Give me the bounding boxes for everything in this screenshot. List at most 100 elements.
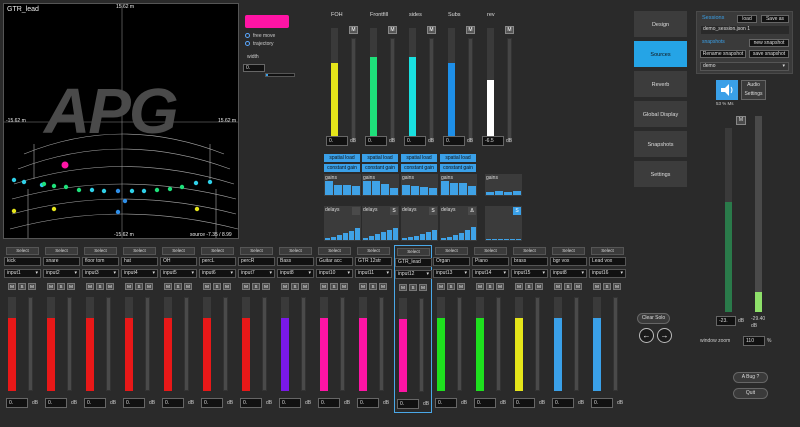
mute-button-2[interactable]: M	[301, 283, 309, 290]
solo-button[interactable]: S	[213, 283, 221, 290]
input-select[interactable]: input7 ▾	[238, 269, 275, 278]
channel-name[interactable]: Piano	[472, 257, 509, 266]
solo-button[interactable]: S	[57, 283, 65, 290]
mute-button-2[interactable]: M	[535, 283, 543, 290]
mute-button[interactable]: M	[399, 284, 407, 291]
select-button[interactable]: Select	[240, 247, 273, 255]
channel-name[interactable]: GTR_lead	[395, 258, 432, 267]
nav-sources[interactable]: Sources	[633, 40, 688, 68]
select-button[interactable]: Select	[6, 247, 39, 255]
mute-button[interactable]: M	[320, 283, 328, 290]
gains-panel[interactable]: gains	[440, 174, 477, 196]
select-button[interactable]: Select	[45, 247, 78, 255]
nav-settings[interactable]: Settings	[633, 160, 688, 188]
delays-panel[interactable]: delays S	[362, 206, 399, 241]
rename-snapshot-button[interactable]: Rename snapshot	[700, 50, 746, 58]
channel-level-input[interactable]: 0.	[552, 398, 574, 408]
master-mute-button[interactable]: M	[736, 116, 746, 125]
delay-mode-icon[interactable]: S	[390, 207, 398, 215]
delays-panel[interactable]: delays	[324, 206, 361, 241]
solo-button[interactable]: S	[525, 283, 533, 290]
constant-gain-toggle[interactable]: constant gain	[324, 164, 360, 172]
channel-fader[interactable]	[399, 298, 407, 392]
channel-level-input[interactable]: 0.	[279, 398, 301, 408]
mute-button-2[interactable]: M	[419, 284, 427, 291]
mute-button[interactable]: M	[8, 283, 16, 290]
channel-fader[interactable]	[164, 297, 172, 391]
select-button[interactable]: Select	[435, 247, 468, 255]
channel-fader[interactable]	[281, 297, 289, 391]
input-select[interactable]: input15 ▾	[511, 269, 548, 278]
channel-name[interactable]: Lead vox	[589, 257, 626, 266]
mute-button[interactable]: M	[554, 283, 562, 290]
solo-button[interactable]: S	[330, 283, 338, 290]
channel-name[interactable]: Bass	[277, 257, 314, 266]
select-button[interactable]: Select	[552, 247, 585, 255]
delays-panel[interactable]: S	[485, 206, 522, 241]
nav-design[interactable]: Design	[633, 10, 688, 38]
bus-mute-button[interactable]: M	[466, 26, 475, 34]
channel-name[interactable]: percL	[199, 257, 236, 266]
mute-button-2[interactable]: M	[613, 283, 621, 290]
select-button[interactable]: Select	[397, 248, 430, 256]
gains-panel[interactable]: gains	[401, 174, 438, 196]
channel-level-input[interactable]: 0.	[474, 398, 496, 408]
channel-fader[interactable]	[86, 297, 94, 391]
channel-name[interactable]: bgr vox	[550, 257, 587, 266]
solo-button[interactable]: S	[96, 283, 104, 290]
arrow-right-icon[interactable]: →	[657, 328, 672, 343]
channel-name[interactable]: kick	[4, 257, 41, 266]
channel-fader[interactable]	[242, 297, 250, 391]
mute-button[interactable]: M	[593, 283, 601, 290]
select-button[interactable]: Select	[201, 247, 234, 255]
stage-plan-view[interactable]: APG GTR_lead 15.62 m -15.62 m 15.62 m -1…	[3, 3, 239, 239]
mute-button[interactable]: M	[476, 283, 484, 290]
save-as-button[interactable]: Save as	[761, 15, 789, 23]
mute-button[interactable]: M	[281, 283, 289, 290]
constant-gain-toggle[interactable]: constant gain	[401, 164, 437, 172]
bus-level-input[interactable]: 0.	[365, 136, 387, 146]
mute-button-2[interactable]: M	[457, 283, 465, 290]
new-snapshot-button[interactable]: new snapshot	[749, 39, 789, 47]
delay-mode-icon[interactable]: S	[429, 207, 437, 215]
delays-panel[interactable]: delays S	[401, 206, 438, 241]
mute-button[interactable]: M	[242, 283, 250, 290]
mute-button-2[interactable]: M	[67, 283, 75, 290]
channel-level-input[interactable]: 0.	[6, 398, 28, 408]
mute-button-2[interactable]: M	[184, 283, 192, 290]
bus-fader[interactable]	[487, 28, 494, 143]
channel-fader[interactable]	[437, 297, 445, 391]
spatial-load-toggle[interactable]: spatial load	[362, 154, 398, 162]
solo-button[interactable]: S	[369, 283, 377, 290]
bus-mute-button[interactable]: M	[427, 26, 436, 34]
input-select[interactable]: input16 ▾	[589, 269, 626, 278]
clear-solo-button[interactable]: Clear Solo	[637, 313, 670, 324]
channel-fader[interactable]	[203, 297, 211, 391]
solo-button[interactable]: S	[18, 283, 26, 290]
channel-fader[interactable]	[476, 297, 484, 391]
mute-button-2[interactable]: M	[223, 283, 231, 290]
select-button[interactable]: Select	[84, 247, 117, 255]
mute-button[interactable]: M	[515, 283, 523, 290]
input-select[interactable]: input5 ▾	[160, 269, 197, 278]
channel-fader[interactable]	[359, 297, 367, 391]
bus-mute-button[interactable]: M	[388, 26, 397, 34]
channel-fader[interactable]	[554, 297, 562, 391]
select-button[interactable]: Select	[162, 247, 195, 255]
mute-button[interactable]: M	[125, 283, 133, 290]
select-button[interactable]: Select	[591, 247, 624, 255]
channel-level-input[interactable]: 0.	[84, 398, 106, 408]
input-select[interactable]: input8 ▾	[277, 269, 314, 278]
width-slider[interactable]	[265, 73, 295, 77]
delay-mode-icon[interactable]	[352, 207, 360, 215]
bus-level-input[interactable]: 0.	[326, 136, 348, 146]
channel-fader[interactable]	[125, 297, 133, 391]
spatial-load-toggle[interactable]: spatial load	[401, 154, 437, 162]
speaker-icon[interactable]	[716, 80, 738, 100]
delay-mode-icon[interactable]: S	[513, 207, 521, 215]
input-select[interactable]: input1 ▾	[4, 269, 41, 278]
delay-mode-icon[interactable]: Δ	[468, 207, 476, 215]
solo-button[interactable]: S	[252, 283, 260, 290]
mute-button-2[interactable]: M	[496, 283, 504, 290]
channel-name[interactable]: Organ	[433, 257, 470, 266]
